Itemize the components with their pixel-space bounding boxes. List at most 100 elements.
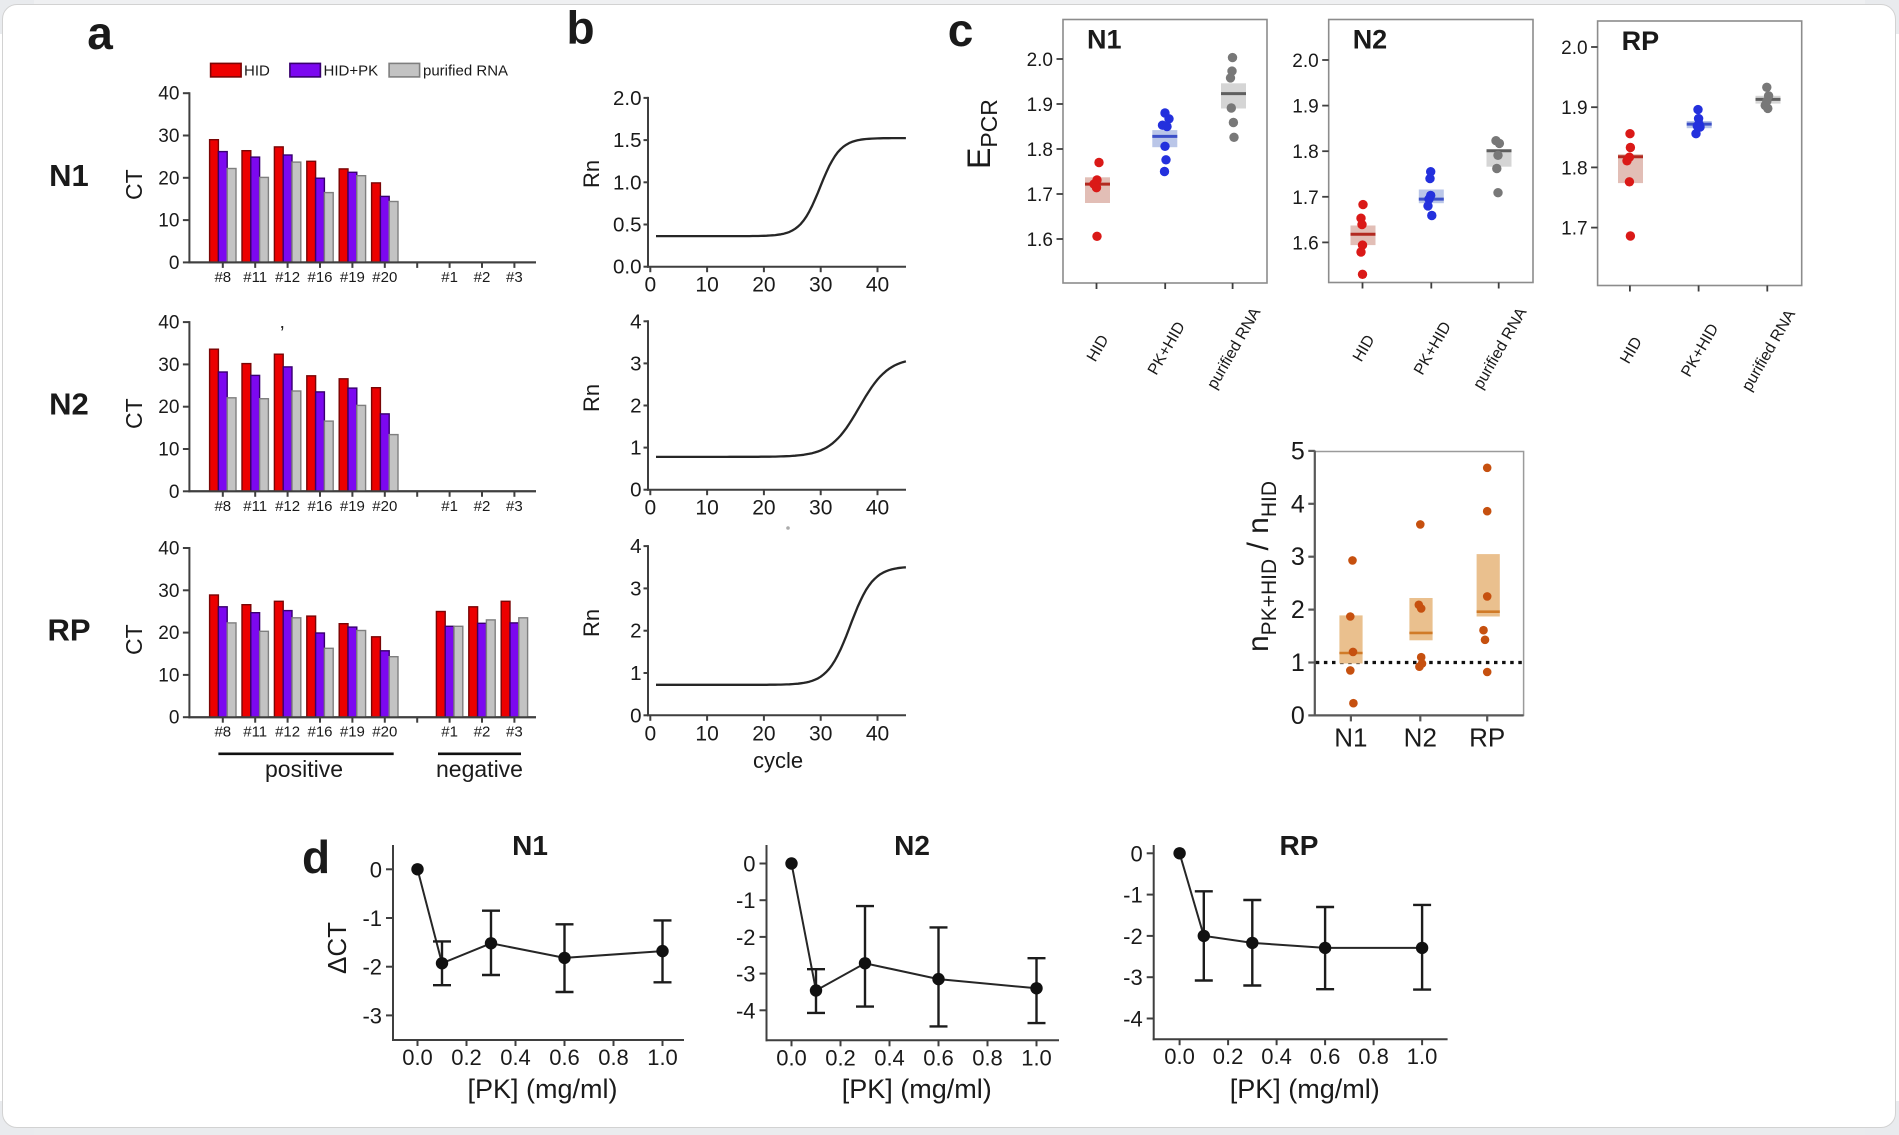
svg-text:0: 0: [169, 482, 180, 503]
svg-text:2: 2: [630, 620, 641, 643]
svg-text:#12: #12: [275, 724, 300, 741]
svg-text:1.0: 1.0: [1407, 1044, 1438, 1069]
svg-text:purified RNA: purified RNA: [423, 63, 508, 80]
svg-text:4: 4: [1291, 490, 1305, 518]
svg-text:1.9: 1.9: [1027, 95, 1053, 116]
svg-text:0.4: 0.4: [500, 1045, 531, 1070]
svg-text:[PK] (mg/ml): [PK] (mg/ml): [842, 1074, 992, 1104]
svg-text:0: 0: [1130, 841, 1142, 866]
svg-text:PK+HID: PK+HID: [1411, 319, 1455, 378]
svg-text:1.6: 1.6: [1027, 230, 1053, 251]
svg-text:20: 20: [158, 168, 179, 189]
svg-text:#1: #1: [441, 269, 458, 286]
svg-text:cycle: cycle: [753, 748, 803, 773]
svg-text:#19: #19: [340, 269, 365, 286]
svg-text:nPK+HID / nHID: nPK+HID / nHID: [1242, 481, 1281, 652]
svg-text:negative: negative: [436, 756, 523, 782]
svg-text:0.8: 0.8: [598, 1045, 629, 1070]
svg-text:20: 20: [752, 722, 775, 745]
svg-text:40: 40: [866, 274, 889, 297]
svg-text:10: 10: [158, 665, 179, 686]
svg-text:#12: #12: [275, 498, 300, 515]
svg-text:PK+HID: PK+HID: [1145, 319, 1189, 378]
svg-text:N1: N1: [1087, 25, 1122, 55]
svg-text:#2: #2: [474, 269, 491, 286]
svg-text:#3: #3: [506, 498, 523, 515]
svg-text:N2: N2: [49, 387, 89, 422]
svg-text:-2: -2: [1123, 924, 1143, 949]
svg-text:30: 30: [158, 355, 179, 376]
svg-text:2.0: 2.0: [613, 87, 642, 110]
svg-text:#11: #11: [243, 269, 267, 286]
svg-text:HID: HID: [1617, 334, 1646, 366]
svg-text:0.0: 0.0: [1164, 1044, 1195, 1069]
svg-text:-1: -1: [736, 888, 756, 913]
svg-text:1.9: 1.9: [1292, 97, 1318, 118]
svg-text:Rn: Rn: [579, 160, 604, 188]
svg-text:purified RNA: purified RNA: [1204, 305, 1264, 392]
svg-text:N2: N2: [1353, 25, 1388, 55]
svg-text:-3: -3: [362, 1003, 382, 1028]
svg-text:d: d: [302, 831, 330, 883]
svg-text:EPCR: EPCR: [961, 99, 1002, 169]
svg-text:2.0: 2.0: [1292, 51, 1318, 72]
svg-text:5: 5: [1291, 437, 1305, 465]
svg-text:0.5: 0.5: [613, 214, 642, 237]
svg-text:’: ’: [280, 323, 284, 345]
svg-text:N2: N2: [894, 830, 930, 861]
svg-text:PK+HID: PK+HID: [1678, 321, 1722, 380]
svg-text:1.0: 1.0: [1021, 1045, 1052, 1070]
svg-text:N1: N1: [1334, 722, 1367, 752]
svg-text:#2: #2: [474, 498, 491, 515]
svg-text:0: 0: [169, 708, 180, 729]
svg-text:#19: #19: [340, 724, 365, 741]
svg-text:positive: positive: [265, 756, 343, 782]
svg-text:[PK] (mg/ml): [PK] (mg/ml): [467, 1074, 617, 1104]
svg-text:1.7: 1.7: [1561, 219, 1587, 240]
svg-text:40: 40: [158, 539, 179, 560]
svg-text:#8: #8: [214, 269, 231, 286]
svg-text:1.9: 1.9: [1561, 98, 1587, 119]
svg-text:-3: -3: [1123, 965, 1143, 990]
svg-text:1.5: 1.5: [613, 129, 642, 152]
svg-text:0.8: 0.8: [972, 1045, 1003, 1070]
svg-text:1: 1: [630, 662, 641, 685]
svg-text:30: 30: [809, 274, 832, 297]
svg-text:4: 4: [630, 535, 641, 558]
svg-text:2.0: 2.0: [1027, 50, 1053, 71]
svg-text:40: 40: [158, 313, 179, 334]
svg-text:0.0: 0.0: [776, 1045, 807, 1070]
svg-text:b: b: [566, 2, 594, 54]
svg-text:1: 1: [1291, 649, 1305, 677]
svg-text:RP: RP: [1469, 722, 1505, 752]
svg-text:1: 1: [630, 437, 641, 460]
svg-text:0.4: 0.4: [874, 1045, 905, 1070]
svg-text:#16: #16: [307, 269, 332, 286]
svg-text:#3: #3: [506, 269, 523, 286]
svg-text:purified RNA: purified RNA: [1739, 307, 1799, 394]
svg-text:-4: -4: [1123, 1007, 1143, 1032]
svg-text:1.7: 1.7: [1027, 185, 1053, 206]
svg-text:30: 30: [809, 497, 832, 520]
svg-text:2: 2: [630, 395, 641, 418]
svg-text:-4: -4: [736, 998, 756, 1023]
svg-text:CT: CT: [121, 169, 147, 200]
svg-text:40: 40: [158, 84, 179, 105]
svg-text:0.0: 0.0: [613, 256, 642, 279]
svg-text:#20: #20: [372, 269, 397, 286]
svg-text:0: 0: [644, 497, 656, 520]
svg-text:0: 0: [644, 722, 656, 745]
svg-text:HID: HID: [244, 63, 270, 80]
svg-text:0.0: 0.0: [402, 1045, 433, 1070]
svg-text:-3: -3: [736, 962, 756, 987]
svg-text:10: 10: [158, 440, 179, 461]
svg-text:HID: HID: [1350, 332, 1379, 364]
svg-text:#20: #20: [372, 498, 397, 515]
svg-text:3: 3: [630, 352, 641, 375]
svg-text:#2: #2: [474, 724, 491, 741]
svg-text:0.2: 0.2: [1213, 1044, 1244, 1069]
svg-text:30: 30: [809, 722, 832, 745]
svg-text:2.0: 2.0: [1561, 38, 1587, 59]
svg-text:#19: #19: [340, 498, 365, 515]
svg-text:3: 3: [1291, 543, 1305, 571]
